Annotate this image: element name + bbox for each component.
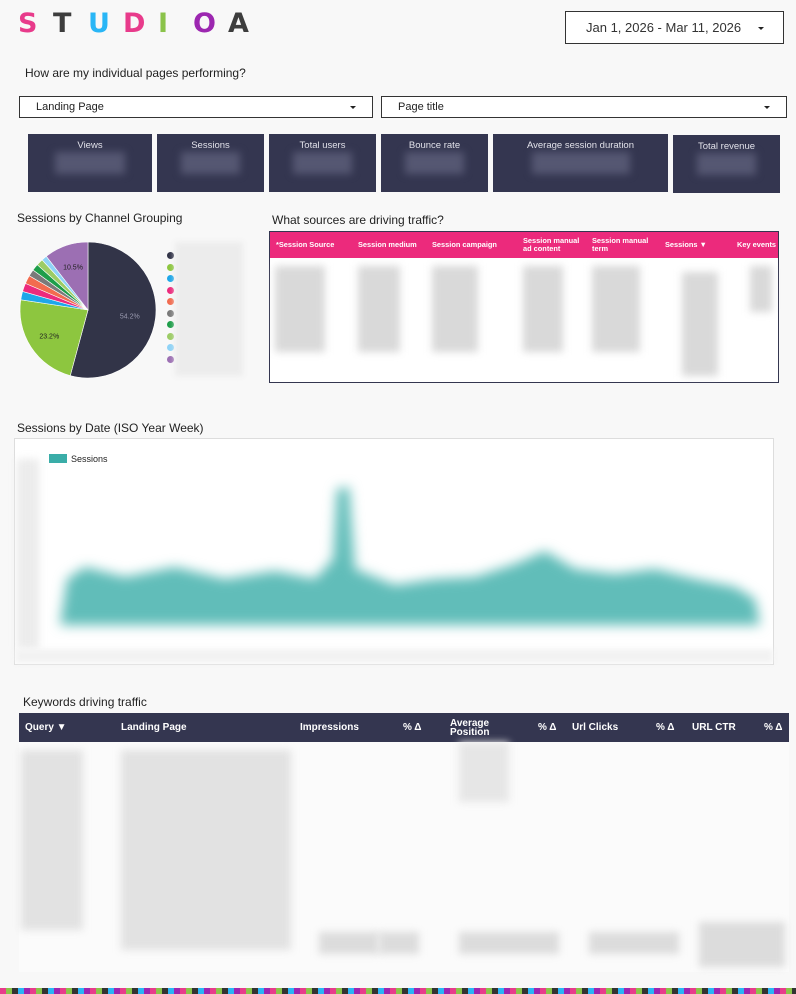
keywords-table-body — [19, 742, 789, 972]
scorecard-label: Bounce rate — [408, 140, 461, 151]
column-header-url-clicks[interactable]: Url Clicks — [572, 722, 619, 733]
scorecard-sessions: Sessions — [157, 134, 264, 192]
scorecard-label: Total users — [299, 140, 346, 151]
column-header-landing-page[interactable]: Landing Page — [121, 722, 187, 733]
legend-dot — [167, 252, 174, 259]
landing-page-filter[interactable]: Landing Page — [19, 96, 373, 118]
legend-dot — [167, 298, 174, 305]
sessions-timeseries-chart: Sessions — [14, 438, 774, 665]
pie-slice[interactable] — [69, 241, 157, 379]
scorecard-label: Total revenue — [697, 141, 756, 152]
logo-letter: O — [193, 8, 216, 39]
logo-letter: I — [158, 8, 169, 39]
logo-letter: T — [53, 8, 72, 39]
column-header-query[interactable]: Query ▼ — [25, 722, 67, 733]
column-header-impressions-delta[interactable]: % Δ — [403, 722, 422, 733]
sessions-area — [60, 487, 760, 625]
keywords-title: Keywords driving traffic — [23, 695, 147, 709]
pie-slice[interactable] — [19, 299, 89, 377]
pie-slice-label: 54.2% — [120, 314, 140, 321]
column-header-session-campaign[interactable]: Session campaign — [432, 240, 497, 249]
y-axis-redacted — [17, 459, 39, 649]
sources-title: What sources are driving traffic? — [272, 213, 444, 227]
sources-table-header: *Session Source Session medium Session c… — [270, 232, 778, 258]
keywords-table-header: Query ▼ Landing Page Impressions % Δ Ave… — [19, 713, 789, 742]
scorecard-total-revenue: Total revenue — [673, 135, 780, 193]
timeseries-title: Sessions by Date (ISO Year Week) — [17, 421, 204, 435]
page-title-filter[interactable]: Page title — [381, 96, 787, 118]
column-header-url-ctr[interactable]: URL CTR — [692, 722, 736, 733]
column-header-session-medium[interactable]: Session medium — [358, 240, 417, 249]
column-header-ad-content[interactable]: Session manual ad content — [523, 236, 580, 253]
legend-dot — [167, 263, 174, 271]
legend-dot — [167, 321, 174, 328]
scorecard-label: Views — [77, 140, 103, 151]
scorecard-views: Views — [28, 134, 152, 192]
legend-dot — [167, 355, 174, 363]
column-header-clicks-delta[interactable]: % Δ — [656, 722, 675, 733]
pie-chart-title: Sessions by Channel Grouping — [17, 211, 183, 225]
legend-label: Sessions — [71, 454, 108, 464]
logo-letter: U — [88, 8, 110, 39]
scorecard-total-users: Total users — [269, 134, 376, 192]
pie-slice-label: 10.5% — [63, 264, 83, 271]
column-header-sessions[interactable]: Sessions ▼ — [665, 240, 707, 249]
channel-pie-chart: 54.2% 23.2% 10.5% — [19, 241, 157, 379]
legend-dot — [167, 286, 174, 294]
chevron-down-icon — [758, 27, 764, 30]
scorecard-label: Sessions — [191, 140, 230, 151]
pie-legend-labels-redacted — [175, 242, 243, 376]
column-header-ctr-delta[interactable]: % Δ — [764, 722, 783, 733]
column-header-impressions[interactable]: Impressions — [300, 722, 359, 733]
landing-page-filter-label: Landing Page — [36, 101, 104, 113]
x-axis-redacted — [15, 649, 773, 663]
legend-dot — [167, 309, 174, 317]
scorecard-bounce-rate: Bounce rate — [381, 134, 488, 192]
logo-letter: D — [123, 8, 146, 39]
legend-dot — [167, 275, 174, 282]
chevron-down-icon — [350, 106, 356, 109]
column-header-manual-term[interactable]: Session manual term — [592, 236, 649, 253]
logo-letter: A — [228, 8, 249, 39]
date-range-value: Jan 1, 2026 - Mar 11, 2026 — [586, 20, 742, 35]
column-header-key-events[interactable]: Key events — [737, 240, 777, 249]
sources-table: *Session Source Session medium Session c… — [269, 231, 779, 383]
logo-letter: S — [18, 8, 38, 39]
date-range-picker[interactable]: Jan 1, 2026 - Mar 11, 2026 — [565, 11, 784, 44]
page-title-filter-label: Page title — [398, 101, 444, 113]
decorative-strip — [0, 988, 796, 994]
legend-dot — [167, 332, 174, 340]
pages-heading: How are my individual pages performing? — [25, 66, 246, 80]
legend-dot — [167, 344, 174, 351]
column-header-average-position[interactable]: Average Position — [450, 717, 490, 738]
chevron-down-icon — [764, 106, 770, 109]
pie-slice[interactable] — [45, 241, 89, 311]
scorecard-avg-session-duration: Average session duration — [493, 134, 668, 192]
scorecard-label: Average session duration — [526, 140, 635, 151]
column-header-position-delta[interactable]: % Δ — [538, 722, 557, 733]
legend-swatch — [49, 454, 67, 463]
pie-slice-label: 23.2% — [39, 333, 59, 340]
column-header-session-source[interactable]: *Session Source — [276, 240, 335, 249]
